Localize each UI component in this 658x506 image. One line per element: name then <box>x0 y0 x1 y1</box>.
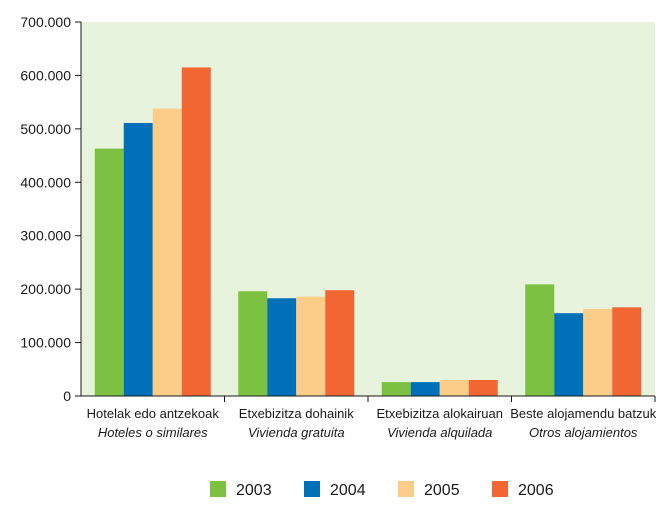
bar-2003 <box>525 284 555 396</box>
y-tick-label: 600.000 <box>20 67 71 83</box>
bar-2004 <box>123 122 153 396</box>
bar-2005 <box>152 108 182 396</box>
category-sublabel: Otros alojamientos <box>529 425 638 440</box>
x-axis-ticks <box>224 396 656 402</box>
category-label: Hotelak edo antzekoak <box>87 406 220 421</box>
legend-swatch-2005 <box>398 481 414 497</box>
category-label: Etxebizitza alokairuan <box>377 406 503 421</box>
bar-2004 <box>554 313 584 396</box>
bar-2006 <box>325 290 355 396</box>
bar-2004 <box>267 298 297 396</box>
bar-2004 <box>410 382 440 396</box>
legend-swatch-2004 <box>304 481 320 497</box>
bar-2003 <box>381 382 411 396</box>
category-label: Beste alojamendu batzuk <box>510 406 656 421</box>
legend-label: 2005 <box>424 482 460 499</box>
bar-2005 <box>583 308 613 396</box>
y-axis-ticks: 0 100.000 200.000 300.000 400.000 500.000 600.… <box>20 14 81 404</box>
y-tick-label: 300.000 <box>20 228 71 244</box>
bar-2006 <box>468 379 498 396</box>
legend-swatch-2003 <box>210 481 226 497</box>
legend-label: 2004 <box>330 482 366 499</box>
category-labels: Hotelak edo antzekoak Hoteles o similares… <box>87 406 657 440</box>
y-tick-label: 100.000 <box>20 335 71 351</box>
category-sublabel: Vivienda gratuita <box>248 425 345 440</box>
y-tick-label: 700.000 <box>20 14 71 30</box>
y-tick-label: 0 <box>63 388 71 404</box>
category-sublabel: Vivienda alquilada <box>387 425 492 440</box>
category-label: Etxebizitza dohainik <box>239 406 354 421</box>
legend-label: 2006 <box>518 482 554 499</box>
y-tick-label: 500.000 <box>20 121 71 137</box>
y-tick-label: 400.000 <box>20 174 71 190</box>
bar-2006 <box>612 307 642 396</box>
bar-2005 <box>439 379 469 396</box>
y-tick-label: 200.000 <box>20 281 71 297</box>
bar-2006 <box>181 67 211 397</box>
bar-2003 <box>94 148 124 396</box>
legend-swatch-2006 <box>492 481 508 497</box>
bar-2005 <box>296 296 326 396</box>
bars-group <box>94 67 642 397</box>
bar-2003 <box>238 291 268 396</box>
legend-label: 2003 <box>236 482 272 499</box>
legend: 2003 2004 2005 2006 <box>210 481 554 499</box>
category-sublabel: Hoteles o similares <box>98 425 208 440</box>
